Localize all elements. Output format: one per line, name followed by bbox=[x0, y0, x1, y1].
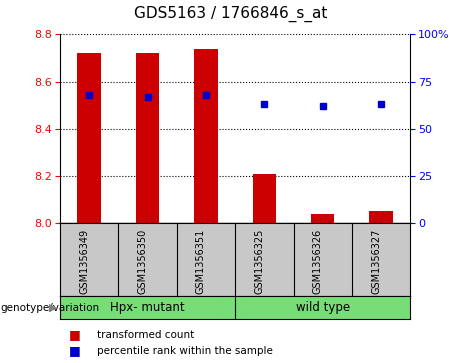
Text: GDS5163 / 1766846_s_at: GDS5163 / 1766846_s_at bbox=[134, 5, 327, 22]
Text: GSM1356326: GSM1356326 bbox=[313, 229, 323, 294]
Text: GSM1356325: GSM1356325 bbox=[254, 229, 264, 294]
Text: transformed count: transformed count bbox=[97, 330, 194, 339]
Text: wild type: wild type bbox=[296, 301, 350, 314]
Bar bbox=[253, 174, 276, 223]
Text: Hpx- mutant: Hpx- mutant bbox=[110, 301, 185, 314]
Bar bbox=[369, 211, 393, 223]
Text: ■: ■ bbox=[69, 328, 81, 341]
Text: ■: ■ bbox=[69, 344, 81, 357]
Text: GSM1356350: GSM1356350 bbox=[137, 229, 148, 294]
Bar bbox=[311, 214, 334, 223]
Text: GSM1356349: GSM1356349 bbox=[79, 229, 89, 294]
Text: genotype/variation: genotype/variation bbox=[0, 303, 99, 313]
Text: ▶: ▶ bbox=[49, 303, 58, 313]
Text: GSM1356327: GSM1356327 bbox=[371, 229, 381, 294]
Text: percentile rank within the sample: percentile rank within the sample bbox=[97, 346, 273, 356]
Bar bbox=[77, 53, 101, 223]
Text: GSM1356351: GSM1356351 bbox=[196, 229, 206, 294]
Bar bbox=[194, 49, 218, 223]
Bar bbox=[136, 53, 159, 223]
